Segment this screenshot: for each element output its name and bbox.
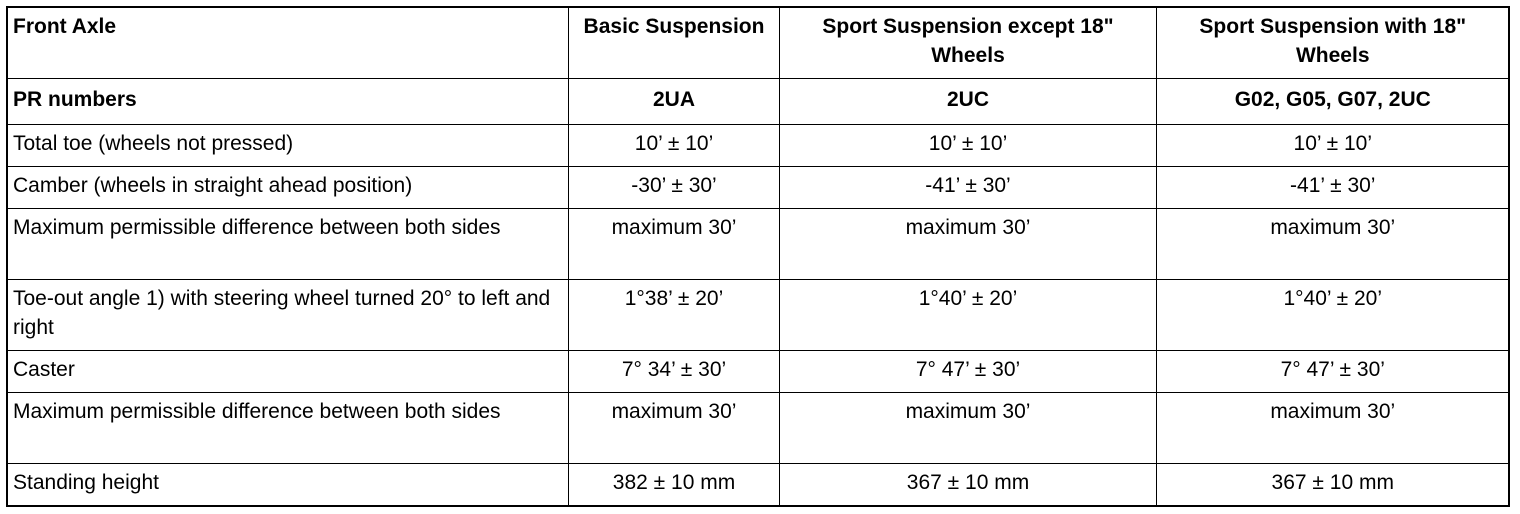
value-cell: 7° 34’ ± 30’: [567, 350, 780, 393]
table-row: Camber (wheels in straight ahead positio…: [6, 166, 1510, 209]
header-cell: Sport Suspension except 18" Wheels: [778, 6, 1157, 79]
row-label: Camber (wheels in straight ahead positio…: [6, 166, 569, 209]
value-cell: 7° 47’ ± 30’: [1155, 350, 1510, 393]
value-cell: 10’ ± 10’: [778, 124, 1157, 167]
header-cell: Basic Suspension: [567, 6, 780, 79]
row-label: Maximum permissible difference between b…: [6, 208, 569, 280]
value-cell: 10’ ± 10’: [567, 124, 780, 167]
table-row: PR numbers 2UA 2UC G02, G05, G07, 2UC: [6, 78, 1510, 125]
value-cell: 2UC: [778, 78, 1157, 125]
table-row: Toe-out angle 1) with steering wheel tur…: [6, 279, 1510, 351]
value-cell: -41’ ± 30’: [1155, 166, 1510, 209]
table-row: Standing height 382 ± 10 mm 367 ± 10 mm 367…: [6, 463, 1510, 507]
value-cell: maximum 30’: [1155, 392, 1510, 464]
value-cell: maximum 30’: [567, 208, 780, 280]
header-row: Front Axle Basic Suspension Sport Suspensi…: [6, 6, 1510, 79]
value-cell: 10’ ± 10’: [1155, 124, 1510, 167]
alignment-table: Front Axle Basic Suspension Sport Suspensi…: [6, 6, 1510, 507]
value-cell: -30’ ± 30’: [567, 166, 780, 209]
table-row: Maximum permissible difference between b…: [6, 392, 1510, 464]
value-cell: G02, G05, G07, 2UC: [1155, 78, 1510, 125]
row-label: Caster: [6, 350, 569, 393]
value-cell: -41’ ± 30’: [778, 166, 1157, 209]
header-cell: Sport Suspension with 18" Wheels: [1155, 6, 1510, 79]
value-cell: 1°40’ ± 20’: [1155, 279, 1510, 351]
row-label: Standing height: [6, 463, 569, 507]
value-cell: 1°40’ ± 20’: [778, 279, 1157, 351]
value-cell: maximum 30’: [778, 208, 1157, 280]
row-label: Toe-out angle 1) with steering wheel tur…: [6, 279, 569, 351]
table-row: Maximum permissible difference between b…: [6, 208, 1510, 280]
value-cell: maximum 30’: [778, 392, 1157, 464]
value-cell: 367 ± 10 mm: [1155, 463, 1510, 507]
header-cell: Front Axle: [6, 6, 569, 79]
row-label: PR numbers: [6, 78, 569, 125]
table-row: Caster 7° 34’ ± 30’ 7° 47’ ± 30’ 7° 47’ ± 3…: [6, 350, 1510, 393]
value-cell: 2UA: [567, 78, 780, 125]
row-label: Total toe (wheels not pressed): [6, 124, 569, 167]
value-cell: 382 ± 10 mm: [567, 463, 780, 507]
value-cell: 1°38’ ± 20’: [567, 279, 780, 351]
value-cell: 367 ± 10 mm: [778, 463, 1157, 507]
row-label: Maximum permissible difference between b…: [6, 392, 569, 464]
value-cell: 7° 47’ ± 30’: [778, 350, 1157, 393]
table-row: Total toe (wheels not pressed) 10’ ± 10’ 1…: [6, 124, 1510, 167]
value-cell: maximum 30’: [567, 392, 780, 464]
value-cell: maximum 30’: [1155, 208, 1510, 280]
